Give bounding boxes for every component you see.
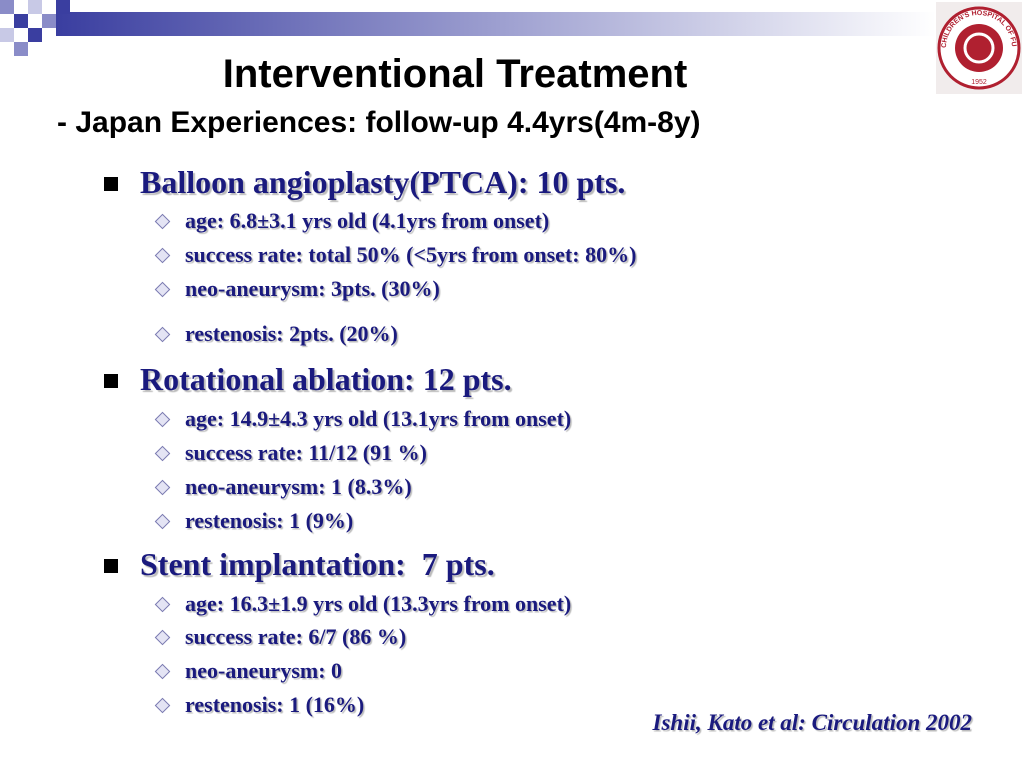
section-heading: Stent implantation: 7 pts. xyxy=(140,546,495,582)
item: neo-aneurysm: 0 xyxy=(185,658,343,683)
section-heading: Rotational ablation: 12 pts. xyxy=(140,361,512,397)
item: success rate: total 50% (<5yrs from onse… xyxy=(185,242,637,267)
item: neo-aneurysm: 3pts. (30%) xyxy=(185,276,440,301)
bullet xyxy=(104,374,118,388)
sub-bullet xyxy=(154,326,171,343)
subtitle: - Japan Experiences: follow-up 4.4yrs(4m… xyxy=(57,106,701,139)
item: age: 14.9±4.3 yrs old (13.1yrs from onse… xyxy=(185,406,572,431)
sub-bullet xyxy=(154,629,171,646)
sub-bullet xyxy=(154,213,171,230)
bullet xyxy=(104,559,118,573)
item: age: 6.8±3.1 yrs old (4.1yrs from onset) xyxy=(185,208,550,233)
bullet xyxy=(104,177,118,191)
item: success rate: 6/7 (86 %) xyxy=(185,624,407,649)
sub-bullet xyxy=(154,596,171,613)
logo-year: 1952 xyxy=(971,79,987,86)
item: neo-aneurysm: 1 (8.3%) xyxy=(185,474,412,499)
sub-bullet xyxy=(154,445,171,462)
title: Interventional Treatment xyxy=(222,52,688,96)
item: restenosis: 1 (9%) xyxy=(185,508,354,533)
decoration xyxy=(0,0,936,56)
item: success rate: 11/12 (91 %) xyxy=(185,440,427,465)
logo: CHILDREN'S HOSPITAL OF FUDAN UNIVERSITY … xyxy=(936,2,1022,94)
item: restenosis: 2pts. (20%) xyxy=(185,321,398,346)
item: age: 16.3±1.9 yrs old (13.3yrs from onse… xyxy=(185,591,572,616)
sub-bullet xyxy=(154,663,171,680)
sub-bullet xyxy=(154,479,171,496)
sub-bullet xyxy=(154,513,171,530)
citation: Ishii, Kato et al: Circulation 2002 xyxy=(652,710,973,735)
sub-bullet xyxy=(154,247,171,264)
sub-bullet xyxy=(154,411,171,428)
sub-bullet xyxy=(154,281,171,298)
section-heading: Balloon angioplasty(PTCA): 10 pts. xyxy=(140,164,626,200)
item: restenosis: 1 (16%) xyxy=(185,692,365,717)
sub-bullet xyxy=(154,697,171,714)
